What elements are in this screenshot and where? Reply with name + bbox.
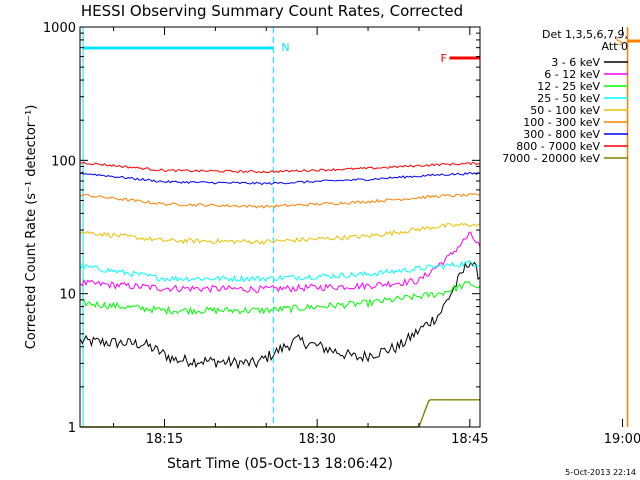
series-line — [80, 171, 481, 186]
y-axis-label: Corrected Count Rate (s⁻¹ detector⁻¹) — [24, 105, 39, 350]
x-tick-label: 18:30 — [298, 432, 335, 447]
legend-label: 7000 - 20000 keV — [502, 152, 600, 165]
SAA-label: S — [616, 35, 623, 48]
x-tick-label: 18:45 — [451, 432, 488, 447]
x-tick-label: 18:15 — [146, 432, 183, 447]
legend-label: 12 - 25 keV — [537, 80, 600, 93]
legend-label: 300 - 800 keV — [523, 128, 600, 141]
legend-label: 3 - 6 keV — [551, 56, 600, 69]
legend-label: 25 - 50 keV — [537, 92, 600, 105]
series-line — [80, 261, 481, 369]
series-line — [80, 193, 481, 209]
axis-ticks: 110100100018:1518:3018:4519:0019:1519:30… — [43, 21, 640, 447]
night-label: N — [281, 41, 289, 54]
legend-label: 50 - 100 keV — [530, 104, 600, 117]
timestamp: 5-Oct-2013 22:14 — [565, 468, 636, 477]
plot-annotations: N F S — [82, 27, 640, 427]
y-tick-label: 1 — [68, 421, 76, 436]
flare-label: F — [440, 52, 446, 65]
legend-header: Det 1,3,5,6,7,9, — [542, 28, 628, 41]
chart-title: HESSI Observing Summary Count Rates, Cor… — [81, 2, 463, 20]
x-axis-label: Start Time (05-Oct-13 18:06:42) — [167, 456, 393, 472]
x-tick-label: 19:00 — [604, 432, 640, 447]
y-tick-label: 100 — [51, 154, 76, 169]
legend-label: 800 - 7000 keV — [516, 140, 600, 153]
series-line — [80, 260, 480, 283]
y-tick-label: 10 — [59, 288, 76, 303]
series-line — [80, 161, 481, 174]
y-tick-label: 1000 — [43, 21, 76, 36]
legend-label: 100 - 300 keV — [523, 116, 600, 129]
legend-header: Att 0 — [602, 40, 628, 53]
legend-label: 6 - 12 keV — [544, 68, 600, 81]
plot-frame — [79, 26, 481, 428]
series-line — [80, 222, 481, 246]
series-line — [80, 231, 481, 294]
series-line — [80, 280, 481, 316]
